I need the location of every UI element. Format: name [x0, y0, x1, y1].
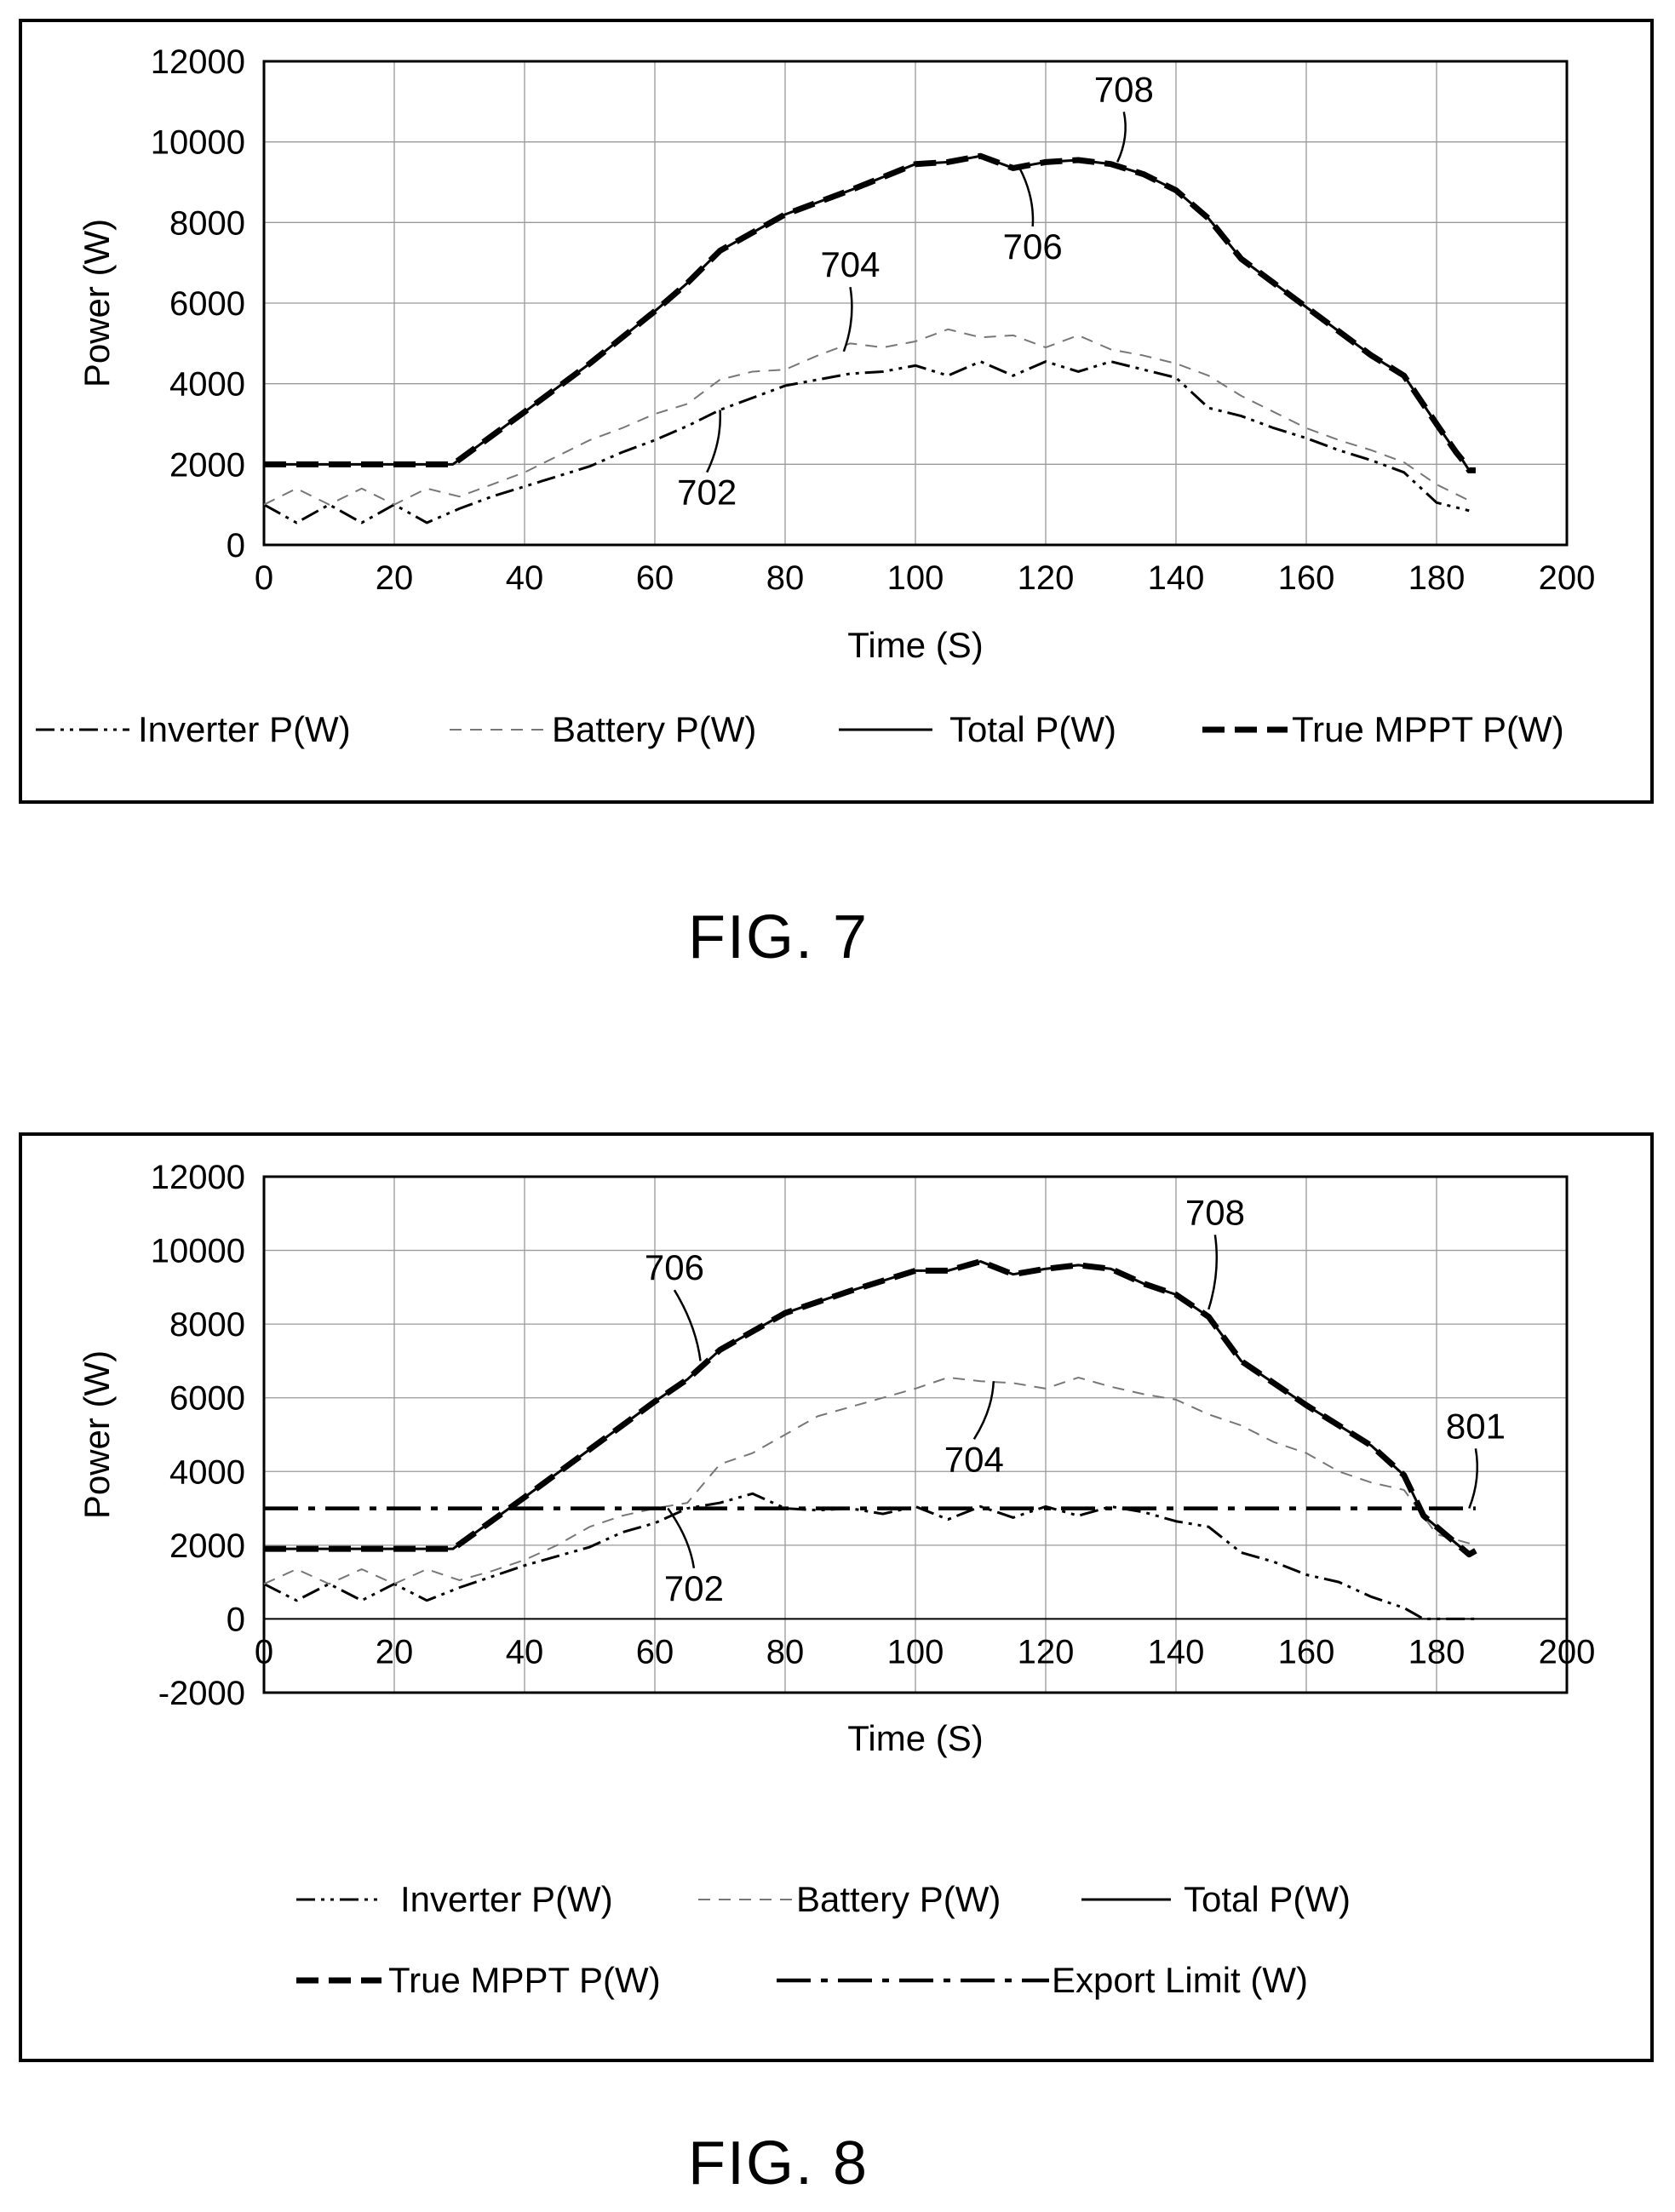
figure-7-frame — [19, 19, 1654, 804]
y-tick-label: 10000 — [151, 124, 245, 162]
annotation-leader — [972, 1381, 995, 1440]
legend-entry: Battery P(W) — [796, 1879, 1001, 1919]
x-tick-label: 160 — [1278, 1633, 1335, 1670]
x-tick-label: 100 — [887, 559, 944, 597]
x-tick-label: 120 — [1018, 559, 1075, 597]
annotation-leader — [842, 287, 853, 352]
figure-7-caption: FIG. 7 — [688, 903, 869, 971]
y-tick-label: -2000 — [158, 1675, 245, 1712]
series-line-inverter-p-w — [263, 1492, 1476, 1620]
legend-entry: Battery P(W) — [552, 709, 756, 749]
annotation-label: 702 — [664, 1568, 724, 1608]
x-tick-label: 180 — [1408, 559, 1466, 597]
y-tick-label: 10000 — [151, 1233, 245, 1270]
x-axis-title: Time (S) — [847, 625, 983, 665]
series-line-total-p-w — [264, 154, 1476, 472]
figure-8-frame — [19, 1132, 1654, 2062]
y-tick-label: 2000 — [169, 1527, 245, 1565]
legend-entry: Inverter P(W) — [400, 1879, 613, 1919]
y-tick-label: 4000 — [169, 366, 245, 404]
y-tick-label: 8000 — [169, 1306, 245, 1344]
annotation-label: 702 — [677, 473, 737, 513]
y-tick-label: 4000 — [169, 1453, 245, 1491]
x-tick-label: 80 — [766, 559, 805, 597]
x-tick-label: 20 — [376, 1633, 414, 1670]
annotation-label: 704 — [820, 244, 880, 284]
legend-entry: Export Limit (W) — [1052, 1960, 1308, 2000]
annotation-label: 708 — [1185, 1192, 1245, 1232]
x-tick-label: 60 — [636, 559, 674, 597]
x-tick-label: 200 — [1539, 559, 1596, 597]
legend-entry: Total P(W) — [949, 709, 1116, 749]
y-tick-label: 12000 — [151, 43, 245, 81]
y-tick-label: 6000 — [169, 285, 245, 323]
series-line-battery-p-w — [263, 1376, 1477, 1585]
legend-entry: True MPPT P(W) — [388, 1960, 661, 2000]
x-tick-label: 80 — [766, 1633, 805, 1670]
annotation-leader — [1116, 112, 1127, 163]
chart-fig8: 0 20 40 60 80 100 120 140 160 180 200 -2000 0 2000 400… — [77, 1159, 1595, 2000]
x-tick-label: 120 — [1018, 1633, 1075, 1670]
x-axis-title: Time (S) — [847, 1718, 983, 1758]
plot-area-border — [262, 1175, 1569, 1694]
legend-entry: Total P(W) — [1184, 1879, 1351, 1919]
annotation-leader — [1468, 1448, 1479, 1510]
series-line-battery-p-w — [263, 328, 1470, 506]
annotation-label: 706 — [1003, 226, 1063, 266]
series-line-inverter-p-w — [263, 360, 1470, 524]
annotation-leader — [673, 1289, 702, 1361]
series-line-true-mppt-p-w — [264, 152, 1476, 473]
x-tick-label: 0 — [255, 1633, 273, 1670]
x-tick-label: 140 — [1148, 1633, 1205, 1670]
x-tick-label: 140 — [1148, 559, 1205, 597]
annotation-label: 706 — [645, 1247, 704, 1287]
y-axis-title: Power (W) — [77, 219, 117, 387]
x-tick-label: 200 — [1539, 1633, 1596, 1670]
x-tick-label: 0 — [255, 559, 273, 597]
y-tick-label: 0 — [227, 1601, 245, 1638]
annotation-label: 708 — [1094, 69, 1154, 109]
series-line-total-p-w — [264, 1260, 1477, 1556]
y-tick-label: 0 — [227, 527, 245, 564]
y-tick-label: 6000 — [169, 1380, 245, 1418]
x-tick-label: 40 — [506, 1633, 544, 1670]
chart-fig7: 0 20 40 60 80 100 120 140 160 180 2000200040006000… — [36, 43, 1595, 749]
annotation-label: 704 — [944, 1439, 1004, 1479]
plot-area-border — [262, 60, 1569, 547]
annotation-leader — [706, 410, 722, 473]
legend-entry: Inverter P(W) — [138, 709, 351, 749]
annotation-leader — [667, 1507, 696, 1568]
y-tick-label: 8000 — [169, 204, 245, 242]
x-tick-label: 180 — [1408, 1633, 1466, 1670]
annotation-label: 801 — [1446, 1406, 1506, 1446]
x-tick-label: 60 — [636, 1633, 674, 1670]
x-tick-label: 40 — [506, 559, 544, 597]
x-tick-label: 160 — [1278, 559, 1335, 597]
figure-8-caption: FIG. 8 — [688, 2129, 869, 2198]
y-tick-label: 2000 — [169, 446, 245, 484]
series-line-true-mppt-p-w — [264, 1258, 1477, 1558]
x-tick-label: 20 — [376, 559, 414, 597]
y-axis-title: Power (W) — [77, 1350, 117, 1519]
annotation-leader — [1018, 167, 1035, 227]
x-tick-label: 100 — [887, 1633, 944, 1670]
legend-entry: True MPPT P(W) — [1292, 709, 1564, 749]
annotation-leader — [1207, 1235, 1219, 1310]
y-tick-label: 12000 — [151, 1159, 245, 1196]
